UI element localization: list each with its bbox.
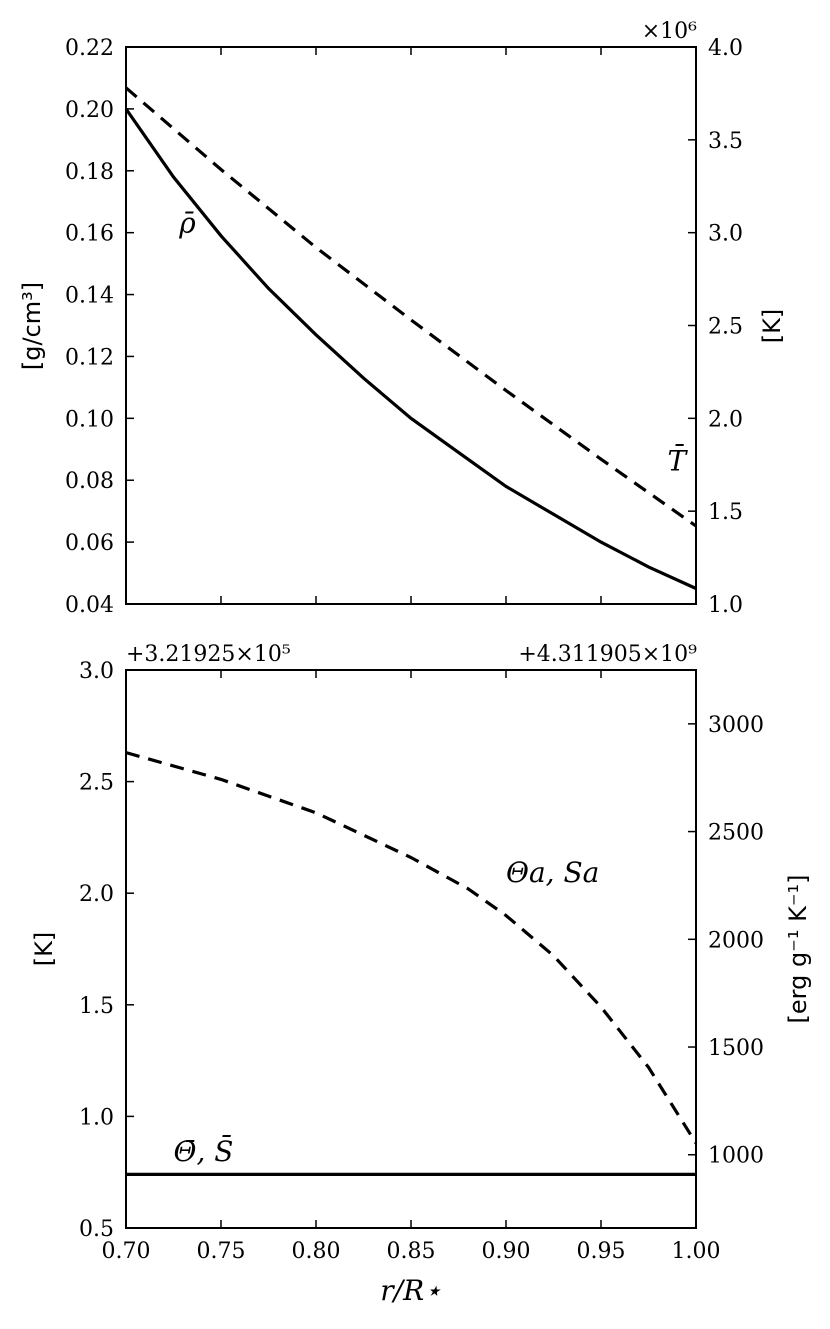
series-line-0-0 <box>124 107 697 590</box>
top-panel-frame <box>125 46 697 605</box>
y-left-tick-label-1-1: 1.0 <box>79 1105 114 1130</box>
y-left-tick-label-1-4: 2.5 <box>79 771 114 796</box>
y-right-tick-label-1-1: 1500 <box>708 1036 764 1061</box>
bottom-panel-series <box>125 751 698 1176</box>
annotation-1-0: Θa, Sa <box>506 856 599 889</box>
y-left-tick-label-1-3: 2.0 <box>79 882 114 907</box>
y-right-tick-label-1-3: 2500 <box>708 821 764 846</box>
y-right-tick-label-0-3: 2.5 <box>708 315 743 340</box>
y-right-tick-label-0-1: 1.5 <box>708 500 743 525</box>
y-left-tick-label-0-9: 0.22 <box>65 36 114 61</box>
x-tick-label-2: 0.80 <box>292 1239 341 1264</box>
x-tick-label-3: 0.85 <box>387 1239 436 1264</box>
y-left-tick-label-0-5: 0.14 <box>65 284 114 309</box>
y-right-tick-label-0-2: 2.0 <box>708 407 743 432</box>
y-left-tick-label-0-6: 0.16 <box>65 222 114 247</box>
bottom-left-y-label: [K] <box>30 932 58 966</box>
y-right-tick-label-0-0: 1.0 <box>708 593 743 618</box>
x-tick-label-4: 0.90 <box>482 1239 531 1264</box>
bottom-panel: 0.70 0.75 0.80 0.85 0.90 0.95 1.00 0.5 1.0 1.5 2.0… <box>30 642 812 1307</box>
top-right-y-label: [K] <box>758 309 786 343</box>
bottom-left-axis-offset: +3.21925×10⁵ <box>126 642 291 667</box>
y-right-tick-label-1-0: 1000 <box>708 1144 764 1169</box>
annotation-0-1: T̄ <box>668 443 689 477</box>
x-tick-label-0: 0.70 <box>102 1239 151 1264</box>
y-left-tick-label-1-0: 0.5 <box>79 1217 114 1242</box>
x-tick-label-6: 1.00 <box>672 1239 721 1264</box>
y-left-tick-label-0-3: 0.10 <box>65 407 114 432</box>
top-panel-ticks: 0.04 0.06 0.08 0.10 0.12 0.14 0.16 0.18 0.20 0.22… <box>65 36 743 618</box>
y-right-tick-label-1-4: 3000 <box>708 713 764 738</box>
y-right-tick-label-0-6: 4.0 <box>708 36 743 61</box>
bottom-panel-ticks: 0.70 0.75 0.80 0.85 0.90 0.95 1.00 0.5 1.0 1.5 2.0… <box>79 659 764 1264</box>
y-right-tick-label-0-5: 3.5 <box>708 129 743 154</box>
y-right-tick-label-1-2: 2000 <box>708 928 764 953</box>
annotation-1-1: Θ̄, S̄ <box>174 1134 234 1168</box>
top-panel-annotations: ρ̄ T̄ <box>178 207 688 478</box>
x-tick-label-5: 0.95 <box>577 1239 626 1264</box>
y-left-tick-label-1-2: 1.5 <box>79 994 114 1019</box>
y-left-tick-label-0-7: 0.18 <box>65 160 114 185</box>
top-right-axis-multiplier: ×10⁶ <box>642 19 697 44</box>
x-axis-label: r/R⋆ <box>380 1274 441 1307</box>
y-left-tick-label-0-0: 0.04 <box>65 593 114 618</box>
top-panel-series <box>124 86 697 590</box>
series-line-1-1 <box>125 751 698 1145</box>
y-left-tick-label-0-1: 0.06 <box>65 531 114 556</box>
series-line-0-1 <box>124 86 697 528</box>
bottom-panel-annotations: Θa, Sa Θ̄, S̄ <box>174 856 600 1168</box>
y-left-tick-label-1-5: 3.0 <box>79 659 114 684</box>
y-left-tick-label-0-2: 0.08 <box>65 469 114 494</box>
bottom-right-axis-offset: +4.311905×10⁹ <box>518 642 697 667</box>
y-left-tick-label-0-8: 0.20 <box>65 98 114 123</box>
top-left-y-label: [g/cm³] <box>18 282 46 370</box>
top-panel: 0.04 0.06 0.08 0.10 0.12 0.14 0.16 0.18 0.20 0.22… <box>18 19 786 618</box>
y-right-tick-label-0-4: 3.0 <box>708 222 743 247</box>
annotation-0-0: ρ̄ <box>178 207 196 240</box>
x-tick-label-1: 0.75 <box>197 1239 246 1264</box>
bottom-right-y-label: [erg g⁻¹ K⁻¹] <box>784 875 812 1024</box>
y-left-tick-label-0-4: 0.12 <box>65 345 114 370</box>
